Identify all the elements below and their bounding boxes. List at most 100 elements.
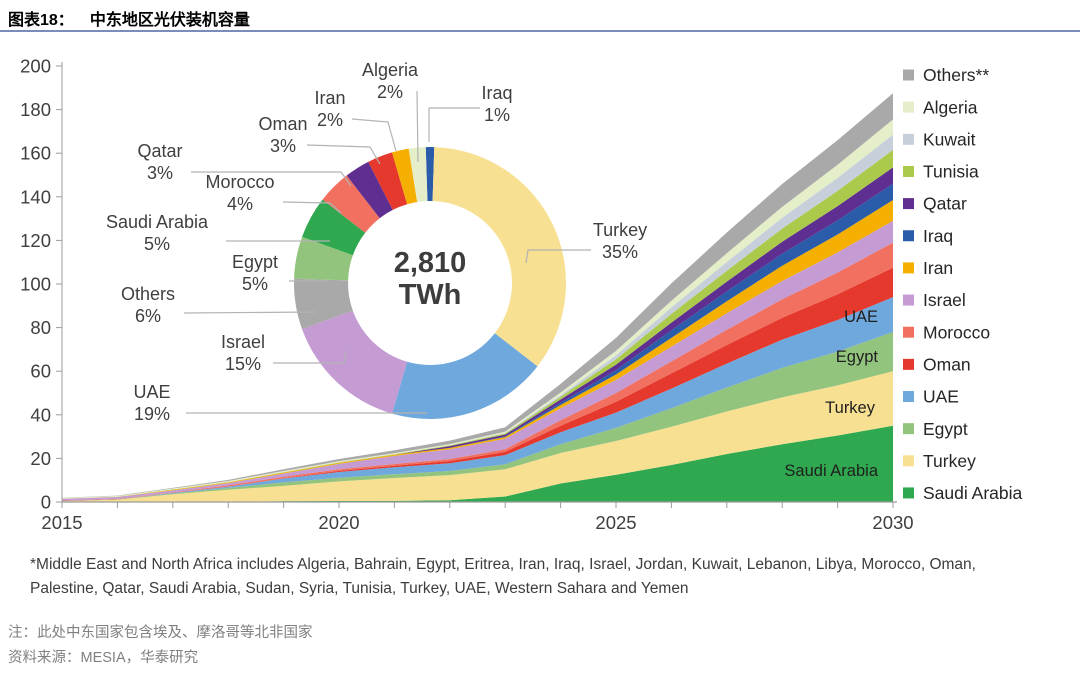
svg-text:Algeria: Algeria — [362, 60, 419, 80]
svg-text:Saudi Arabia: Saudi Arabia — [923, 483, 1023, 503]
legend-swatch — [903, 133, 914, 145]
footnote: *Middle East and North Africa includes A… — [30, 556, 976, 598]
svg-text:Saudi Arabia: Saudi Arabia — [784, 462, 878, 480]
svg-text:Turkey: Turkey — [923, 451, 976, 471]
svg-text:20: 20 — [30, 448, 51, 469]
donut-chart — [294, 147, 566, 420]
svg-text:5%: 5% — [144, 234, 170, 254]
title-underline — [0, 30, 1080, 32]
svg-text:3%: 3% — [147, 163, 173, 183]
svg-text:Saudi Arabia: Saudi Arabia — [106, 212, 209, 232]
svg-text:Iraq: Iraq — [923, 226, 953, 246]
y-axis: 0 20 40 60 80 100 120 140 160 180 200 — [20, 55, 63, 512]
svg-text:19%: 19% — [134, 404, 170, 424]
svg-text:35%: 35% — [602, 242, 638, 262]
svg-text:3%: 3% — [270, 136, 296, 156]
legend-swatch — [903, 358, 914, 370]
legend-swatch — [903, 262, 914, 274]
legend-item-tunisia: Tunisia — [903, 162, 979, 182]
area-series-israel — [62, 220, 893, 501]
legend-item-iraq: Iraq — [903, 226, 953, 246]
svg-text:UAE: UAE — [133, 382, 170, 402]
legend-item-saudi-arabia: Saudi Arabia — [903, 483, 1023, 503]
svg-text:Egypt: Egypt — [232, 252, 278, 272]
x-axis: 2015 2020 2025 2030 — [41, 501, 914, 533]
svg-text:Others: Others — [121, 284, 175, 304]
svg-text:Kuwait: Kuwait — [923, 129, 976, 149]
legend-item-algeria: Algeria — [903, 97, 978, 117]
donut-slice-oman — [368, 152, 408, 210]
svg-text:2%: 2% — [317, 110, 343, 130]
svg-text:120: 120 — [20, 230, 51, 251]
svg-text:Israel: Israel — [221, 332, 265, 352]
svg-text:Iran: Iran — [314, 88, 345, 108]
legend-swatch — [903, 294, 914, 306]
legend: Others** Algeria Kuwait Tunisia Qatar Iraq Ira… — [903, 65, 1023, 503]
svg-text:2030: 2030 — [872, 512, 913, 533]
svg-text:100: 100 — [20, 273, 51, 294]
svg-text:2%: 2% — [377, 82, 403, 102]
svg-text:200: 200 — [20, 55, 51, 76]
svg-text:Turkey: Turkey — [593, 220, 647, 240]
donut-slice-iraq — [425, 147, 435, 202]
svg-text:Egypt: Egypt — [836, 348, 879, 366]
legend-item-israel: Israel — [903, 290, 966, 310]
donut-slice-others — [294, 278, 353, 330]
figure-title: 中东地区光伏装机容量 — [89, 12, 250, 29]
legend-item-morocco: Morocco — [903, 322, 990, 342]
svg-text:80: 80 — [30, 317, 51, 338]
area-series-uae — [62, 297, 893, 502]
donut-slice-morocco — [322, 175, 380, 233]
legend-swatch — [903, 423, 914, 435]
svg-text:Iran: Iran — [923, 258, 953, 278]
donut-slice-turkey — [432, 147, 566, 367]
donut-slice-iran — [392, 148, 418, 205]
legend-swatch — [903, 487, 914, 499]
legend-swatch — [903, 326, 914, 338]
svg-text:5%: 5% — [242, 274, 268, 294]
legend-swatch — [903, 455, 914, 467]
svg-text:40: 40 — [30, 404, 51, 425]
area-series-saudi-arabia — [62, 425, 893, 502]
source-line: 资料来源：MESIA，华泰研究 — [8, 650, 199, 666]
legend-swatch — [903, 69, 914, 81]
stacked-areas — [62, 93, 893, 502]
svg-text:Oman: Oman — [923, 354, 971, 374]
note-line: 注：此处中东国家包含埃及、摩洛哥等北非国家 — [8, 625, 313, 641]
figure-header: 图表18： 中东地区光伏装机容量 — [8, 6, 250, 30]
legend-item-turkey: Turkey — [903, 451, 976, 471]
svg-text:1%: 1% — [484, 105, 510, 125]
svg-text:TWh: TWh — [399, 279, 462, 311]
svg-text:160: 160 — [20, 143, 51, 164]
legend-swatch — [903, 230, 914, 242]
donut-slice-uae — [392, 333, 538, 420]
legend-item-others-: Others** — [903, 65, 989, 85]
legend-swatch — [903, 198, 914, 210]
area-series-turkey — [62, 371, 893, 502]
legend-item-oman: Oman — [903, 354, 971, 374]
svg-text:2020: 2020 — [318, 512, 359, 533]
svg-text:180: 180 — [20, 99, 51, 120]
svg-text:140: 140 — [20, 186, 51, 207]
svg-text:60: 60 — [30, 361, 51, 382]
legend-item-qatar: Qatar — [903, 194, 967, 214]
donut-slice-israel — [302, 310, 408, 414]
svg-text:Israel: Israel — [923, 290, 966, 310]
svg-text:Tunisia: Tunisia — [923, 162, 979, 182]
legend-item-uae: UAE — [903, 387, 959, 407]
svg-text:Turkey: Turkey — [825, 399, 876, 417]
legend-item-egypt: Egypt — [903, 419, 968, 439]
area-inline-labels: UAE Egypt Turkey Saudi Arabia — [784, 308, 878, 480]
svg-text:Egypt: Egypt — [923, 419, 968, 439]
donut-slice-egypt — [294, 236, 353, 281]
figure-label: 图表18： — [8, 12, 74, 29]
svg-text:Algeria: Algeria — [923, 97, 978, 117]
svg-text:Qatar: Qatar — [923, 194, 967, 214]
svg-text:15%: 15% — [225, 354, 261, 374]
svg-text:2,810: 2,810 — [394, 247, 467, 279]
svg-text:Qatar: Qatar — [137, 141, 182, 161]
svg-text:Morocco: Morocco — [923, 322, 990, 342]
